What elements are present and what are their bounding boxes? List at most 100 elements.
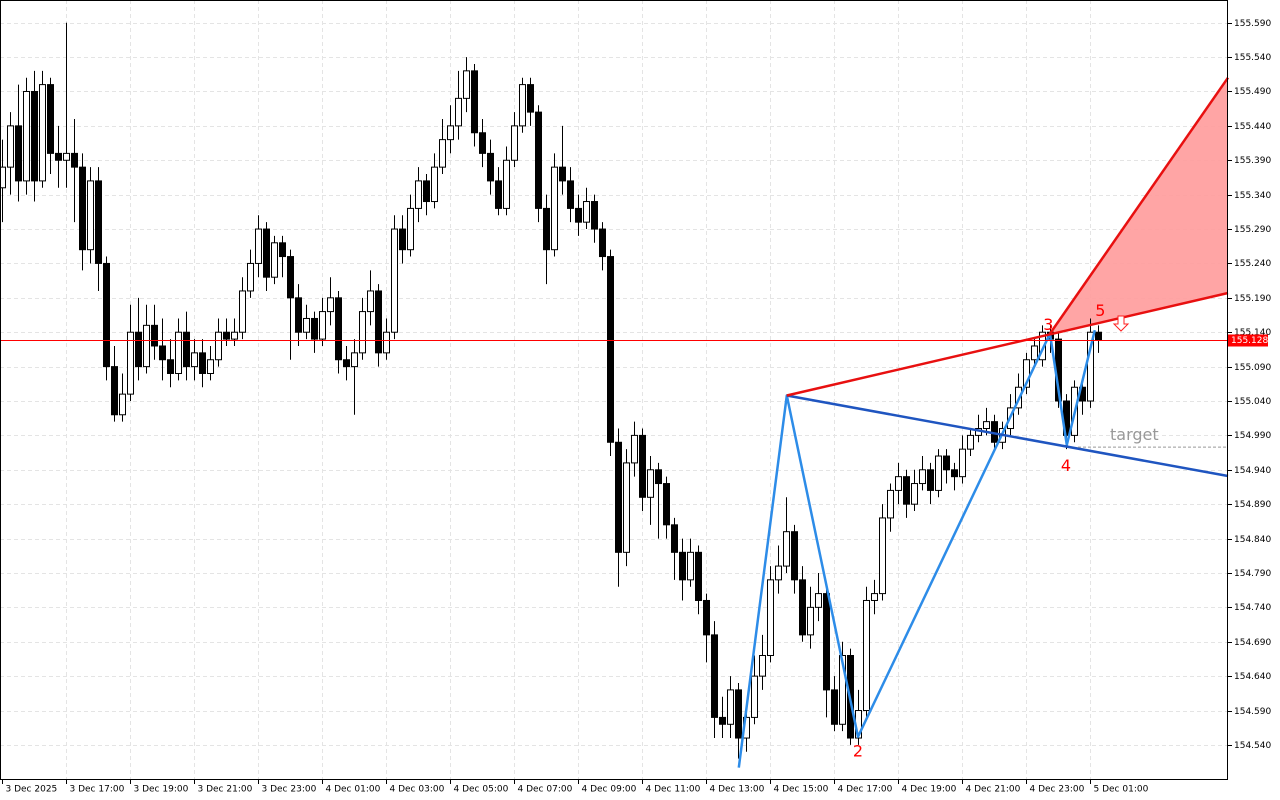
candle-body <box>175 331 182 374</box>
x-tick-label: 4 Dec 03:00 <box>390 785 445 795</box>
y-tick-label: 155.340 <box>1234 191 1271 201</box>
candle-body <box>807 606 814 636</box>
candle-body <box>567 180 574 209</box>
candle-body <box>263 228 270 278</box>
candle-body <box>191 352 198 368</box>
candle-body <box>135 331 142 368</box>
y-tick-label: 154.690 <box>1234 638 1271 648</box>
candle-body <box>71 152 78 168</box>
candle-body <box>511 125 518 161</box>
candle-body <box>775 565 782 581</box>
candle-body <box>111 366 118 416</box>
candle-body <box>575 207 582 223</box>
pattern-label: 3 <box>1043 315 1053 334</box>
candle-body <box>375 290 382 354</box>
x-tick-label: 3 Dec 17:00 <box>70 785 125 795</box>
candle-body <box>519 84 526 127</box>
candles <box>0 22 1102 759</box>
candle-body <box>967 434 974 450</box>
y-tick-label: 154.740 <box>1234 603 1271 613</box>
candle-body <box>623 462 630 553</box>
y-tick-label: 154.840 <box>1234 535 1271 545</box>
pattern-line <box>1048 76 1230 335</box>
candle-body <box>367 290 374 313</box>
candle-body <box>735 689 742 739</box>
candle-body <box>87 180 94 251</box>
y-tick-label: 155.390 <box>1234 156 1271 166</box>
candle-body <box>935 455 942 491</box>
pattern-label: 5 <box>1095 301 1105 320</box>
candle-body <box>215 331 222 361</box>
candle-body <box>799 579 806 636</box>
candle-body <box>823 593 830 691</box>
candle-body <box>415 180 422 209</box>
candle-body <box>1039 331 1046 361</box>
candle-body <box>655 469 662 485</box>
x-tick-label: 4 Dec 17:00 <box>838 785 893 795</box>
candle-body <box>911 483 918 505</box>
overlay-lines: 2 3 4 5 target <box>0 76 1230 768</box>
candle-body <box>871 593 878 601</box>
y-tick-label: 155.140 <box>1234 328 1271 338</box>
candle-body <box>31 90 38 182</box>
candle-body <box>95 180 102 264</box>
candle-body <box>647 469 654 498</box>
candle-body <box>431 166 438 203</box>
x-tick-label: 4 Dec 09:00 <box>582 785 637 795</box>
candle-body <box>727 689 734 725</box>
y-tick-label: 154.940 <box>1234 466 1271 476</box>
candle-body <box>127 331 134 395</box>
candle-body <box>295 297 302 333</box>
candle-body <box>183 331 190 368</box>
candle-body <box>143 324 150 368</box>
y-tick-label: 155.290 <box>1234 225 1271 235</box>
candle-body <box>247 262 254 292</box>
candle-body <box>583 201 590 223</box>
candle-body <box>1031 345 1038 361</box>
candle-body <box>495 180 502 209</box>
candle-body <box>159 345 166 361</box>
candle-body <box>239 290 246 333</box>
candle-body <box>23 90 30 182</box>
candle-body <box>983 421 990 430</box>
candle-body <box>399 228 406 251</box>
x-tick-label: 4 Dec 19:00 <box>902 785 957 795</box>
candle-body <box>543 207 550 251</box>
candle-body <box>423 180 430 203</box>
candle-body <box>831 689 838 725</box>
candle-body <box>279 242 286 258</box>
x-tick-label: 4 Dec 13:00 <box>710 785 765 795</box>
candle-body <box>447 125 454 141</box>
candle-body <box>535 111 542 209</box>
pattern-line <box>786 394 1229 478</box>
candle-body <box>407 207 414 251</box>
candle-body <box>783 531 790 567</box>
candle-body <box>79 166 86 251</box>
candle-body <box>631 434 638 464</box>
candle-body <box>767 579 774 657</box>
y-tick-label: 154.890 <box>1234 500 1271 510</box>
candle-body <box>0 166 6 189</box>
candle-body <box>1087 331 1094 402</box>
candle-body <box>679 551 686 581</box>
pattern-label: 2 <box>853 741 863 760</box>
pattern-label: target <box>1110 425 1159 444</box>
candle-body <box>751 675 758 718</box>
candle-body <box>791 531 798 581</box>
y-tick-label: 155.540 <box>1234 53 1271 63</box>
candle-body <box>199 352 206 374</box>
y-tick-label: 155.490 <box>1234 87 1271 97</box>
x-tick-label: 5 Dec 01:00 <box>1094 785 1149 795</box>
candle-body <box>559 166 566 182</box>
candle-body <box>959 448 966 478</box>
candle-body <box>167 359 174 374</box>
candle-body <box>471 70 478 134</box>
x-tick-label: 4 Dec 05:00 <box>454 785 509 795</box>
candle-body <box>903 476 910 505</box>
y-tick-label: 154.640 <box>1234 672 1271 682</box>
candle-body <box>7 125 14 168</box>
candle-body <box>839 655 846 725</box>
candle-body <box>39 84 46 182</box>
candle-body <box>671 524 678 553</box>
candle-body <box>663 483 670 526</box>
